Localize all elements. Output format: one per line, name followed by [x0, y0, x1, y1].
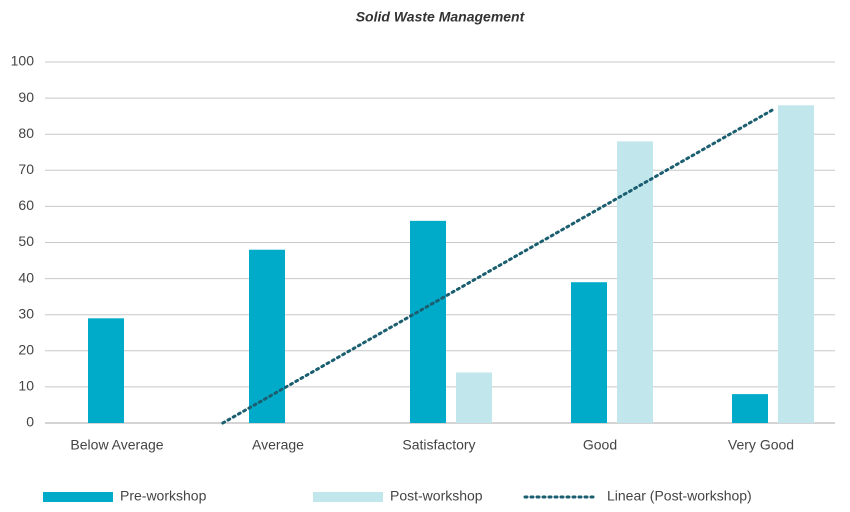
- x-tick-label: Average: [252, 437, 304, 453]
- y-tick-label: 70: [18, 161, 34, 177]
- bar: [249, 249, 285, 423]
- y-tick-label: 20: [18, 342, 34, 358]
- y-tick-label: 90: [18, 89, 34, 105]
- y-tick-label: 50: [18, 233, 34, 249]
- bar: [456, 372, 492, 423]
- y-tick-label: 80: [18, 125, 34, 141]
- x-tick-label: Good: [583, 437, 617, 453]
- y-tick-label: 10: [18, 378, 34, 394]
- legend-label: Pre-workshop: [120, 488, 207, 504]
- legend-swatch: [313, 492, 383, 502]
- bar: [88, 318, 124, 423]
- y-tick-label: 30: [18, 305, 34, 321]
- bar: [410, 220, 446, 423]
- x-tick-label: Very Good: [728, 437, 794, 453]
- y-tick-label: 40: [18, 269, 34, 285]
- legend-swatch: [43, 492, 113, 502]
- legend-label: Post-workshop: [390, 488, 483, 504]
- y-tick-label: 60: [18, 197, 34, 213]
- legend-label: Linear (Post-workshop): [607, 488, 752, 504]
- bar: [732, 394, 768, 423]
- x-tick-label: Below Average: [70, 437, 163, 453]
- bar: [571, 282, 607, 423]
- chart-title: Solid Waste Management: [356, 9, 526, 25]
- y-tick-label: 0: [26, 414, 34, 430]
- y-tick-label: 100: [11, 53, 35, 69]
- bar: [617, 141, 653, 424]
- bar: [778, 105, 814, 423]
- x-tick-label: Satisfactory: [402, 437, 475, 453]
- trendline: [221, 108, 775, 425]
